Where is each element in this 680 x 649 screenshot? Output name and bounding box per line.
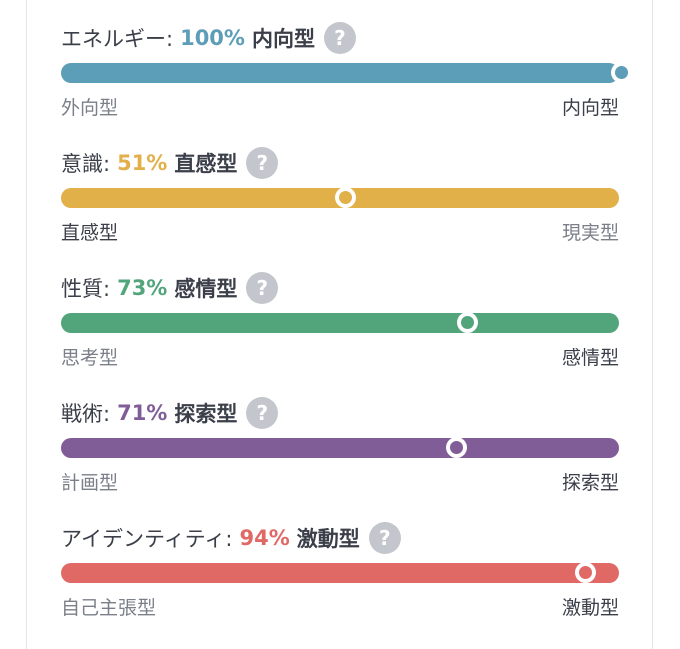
trait-header: 意識: 51% 直感型 ? xyxy=(61,145,279,181)
trait-type: 感情型 xyxy=(174,277,238,301)
trait-slider-track[interactable] xyxy=(61,437,619,458)
trait-slider-track[interactable] xyxy=(61,187,619,208)
help-icon[interactable]: ? xyxy=(323,22,356,54)
trait-scale-labels: 直感型 現実型 xyxy=(61,218,619,246)
trait-slider-track[interactable] xyxy=(61,312,619,333)
trait-percent: 51% xyxy=(117,151,168,175)
trait-slider-handle[interactable] xyxy=(611,62,632,83)
trait-scale-labels: 自己主張型 激動型 xyxy=(61,593,619,621)
trait-scale-labels: 外向型 内向型 xyxy=(61,93,619,121)
trait-right-label: 現実型 xyxy=(561,222,619,244)
trait-row-3: 戦術: 71% 探索型 ? 計画型 探索型 xyxy=(61,395,621,495)
trait-percent: 71% xyxy=(117,401,168,425)
trait-left-label: 計画型 xyxy=(61,472,119,494)
trait-type: 内向型 xyxy=(251,27,315,51)
trait-row-1: 意識: 51% 直感型 ? 直感型 現実型 xyxy=(61,145,621,245)
help-icon[interactable]: ? xyxy=(246,272,279,304)
trait-name: 戦術: xyxy=(61,402,111,426)
trait-type: 探索型 xyxy=(174,402,238,426)
trait-slider-handle[interactable] xyxy=(457,312,478,333)
help-icon[interactable]: ? xyxy=(368,522,401,554)
help-icon[interactable]: ? xyxy=(246,397,279,429)
trait-name: エネルギー: xyxy=(61,27,174,51)
trait-type: 激動型 xyxy=(296,527,360,551)
trait-header: アイデンティティ: 94% 激動型 ? xyxy=(61,520,401,556)
trait-row-0: エネルギー: 100% 内向型 ? 外向型 内向型 xyxy=(61,20,632,121)
trait-name: 性質: xyxy=(61,277,111,301)
trait-header: エネルギー: 100% 内向型 ? xyxy=(61,20,356,56)
trait-right-label: 激動型 xyxy=(561,597,619,619)
trait-slider-handle[interactable] xyxy=(446,437,467,458)
trait-slider-handle[interactable] xyxy=(575,562,596,583)
trait-slider-track[interactable] xyxy=(61,62,632,83)
trait-percent: 73% xyxy=(117,276,168,300)
trait-left-label: 自己主張型 xyxy=(61,597,157,619)
trait-header: 戦術: 71% 探索型 ? xyxy=(61,395,279,431)
help-icon[interactable]: ? xyxy=(246,147,279,179)
trait-header: 性質: 73% 感情型 ? xyxy=(61,270,279,306)
trait-name: アイデンティティ: xyxy=(61,527,233,551)
trait-left-label: 思考型 xyxy=(61,347,119,369)
trait-left-label: 直感型 xyxy=(61,222,119,244)
trait-slider-handle[interactable] xyxy=(335,187,356,208)
trait-row-4: アイデンティティ: 94% 激動型 ? 自己主張型 激動型 xyxy=(61,520,621,620)
trait-type: 直感型 xyxy=(174,152,238,176)
trait-right-label: 感情型 xyxy=(561,347,619,369)
trait-percent: 94% xyxy=(239,526,290,550)
trait-left-label: 外向型 xyxy=(61,97,119,119)
trait-row-2: 性質: 73% 感情型 ? 思考型 感情型 xyxy=(61,270,621,370)
trait-scale-labels: 思考型 感情型 xyxy=(61,343,619,371)
trait-scale-labels: 計画型 探索型 xyxy=(61,468,619,496)
trait-percent: 100% xyxy=(180,26,245,50)
trait-right-label: 内向型 xyxy=(561,97,619,119)
trait-right-label: 探索型 xyxy=(561,472,619,494)
trait-name: 意識: xyxy=(61,152,111,176)
trait-slider-track[interactable] xyxy=(61,562,619,583)
